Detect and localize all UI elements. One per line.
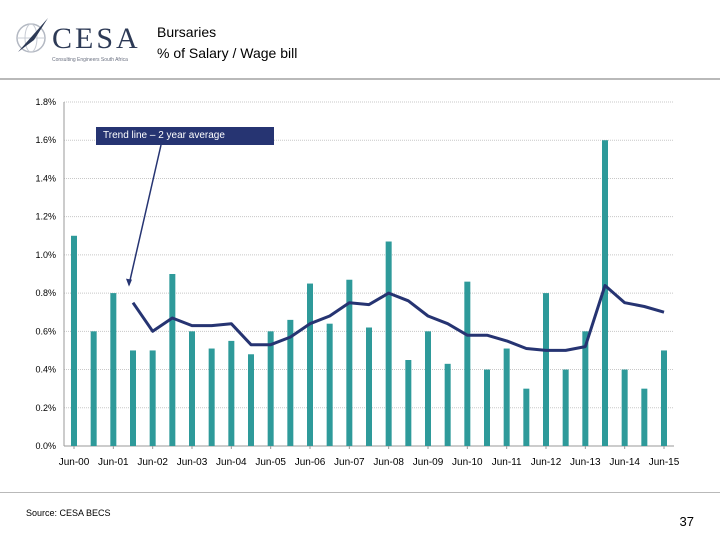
bar — [326, 323, 333, 446]
bar — [90, 331, 97, 446]
bar — [130, 350, 136, 446]
bar — [543, 293, 549, 446]
y-tick-label: 0.8% — [35, 288, 56, 298]
title-line-1: Bursaries — [157, 24, 217, 40]
trend-line — [131, 284, 665, 352]
title-line-2: % of Salary / Wage bill — [157, 45, 298, 61]
bar — [484, 369, 490, 446]
bar — [523, 388, 530, 446]
bar — [503, 348, 510, 446]
x-tick-label: Jun-04 — [216, 457, 247, 468]
bar — [562, 369, 569, 446]
x-tick-label: Jun-12 — [531, 457, 562, 468]
x-tick-label: Jun-10 — [452, 457, 483, 468]
x-tick-label: Jun-00 — [59, 457, 90, 468]
x-tick-label: Jun-14 — [609, 457, 640, 468]
bar — [661, 350, 667, 446]
annotation-arrow-head — [126, 278, 132, 287]
annotation-arrow-line — [128, 144, 162, 285]
bar — [110, 293, 117, 446]
cesa-logo: CESA Consulting Engineers South Africa — [14, 16, 144, 68]
bar — [464, 281, 471, 446]
y-tick-label: 0.2% — [35, 403, 56, 413]
bar — [602, 140, 608, 446]
logo-subtext: Consulting Engineers South Africa — [52, 57, 128, 63]
globe-arrow-icon — [16, 18, 48, 53]
y-tick-label: 1.2% — [35, 212, 56, 222]
logo-wordmark: CESA — [52, 22, 141, 55]
x-tick-label: Jun-06 — [295, 457, 326, 468]
bar — [267, 331, 274, 446]
x-tick-label: Jun-01 — [98, 457, 129, 468]
bar — [425, 331, 431, 446]
y-tick-label: 1.8% — [35, 97, 56, 107]
bar — [366, 327, 372, 446]
x-tick-label: Jun-07 — [334, 457, 365, 468]
x-tick-label: Jun-09 — [413, 457, 444, 468]
source-note: Source: CESA BECS — [26, 508, 111, 518]
page-number: 37 — [679, 514, 694, 529]
bar — [307, 283, 313, 446]
bar — [208, 348, 215, 446]
y-tick-label: 0.6% — [35, 326, 56, 336]
bar — [149, 350, 156, 446]
bar — [641, 388, 648, 446]
bar — [346, 279, 353, 446]
slide-title: Bursaries % of Salary / Wage bill — [157, 22, 297, 64]
trend-line-annotation: Trend line – 2 year average — [96, 127, 274, 145]
header-divider — [0, 78, 720, 80]
bar — [248, 354, 254, 446]
bar — [621, 369, 628, 446]
bar — [228, 340, 235, 446]
x-tick-label: Jun-03 — [177, 457, 208, 468]
y-tick-label: 1.0% — [35, 250, 56, 260]
x-tick-label: Jun-05 — [255, 457, 286, 468]
bar — [189, 331, 195, 446]
x-tick-label: Jun-13 — [570, 457, 601, 468]
footer-divider — [0, 492, 720, 493]
y-tick-label: 1.4% — [35, 173, 56, 183]
bar — [444, 363, 451, 446]
x-tick-label: Jun-11 — [492, 457, 522, 468]
y-tick-label: 0.0% — [35, 441, 56, 451]
x-tick-label: Jun-08 — [373, 457, 404, 468]
bar — [405, 360, 412, 446]
y-tick-label: 1.6% — [35, 135, 56, 145]
bar — [582, 331, 589, 446]
x-tick-label: Jun-02 — [137, 457, 168, 468]
bar — [71, 235, 77, 446]
bar — [287, 319, 294, 446]
y-tick-label: 0.4% — [35, 365, 56, 375]
x-tick-label: Jun-15 — [649, 457, 680, 468]
bar — [169, 274, 176, 446]
bar — [385, 241, 392, 446]
